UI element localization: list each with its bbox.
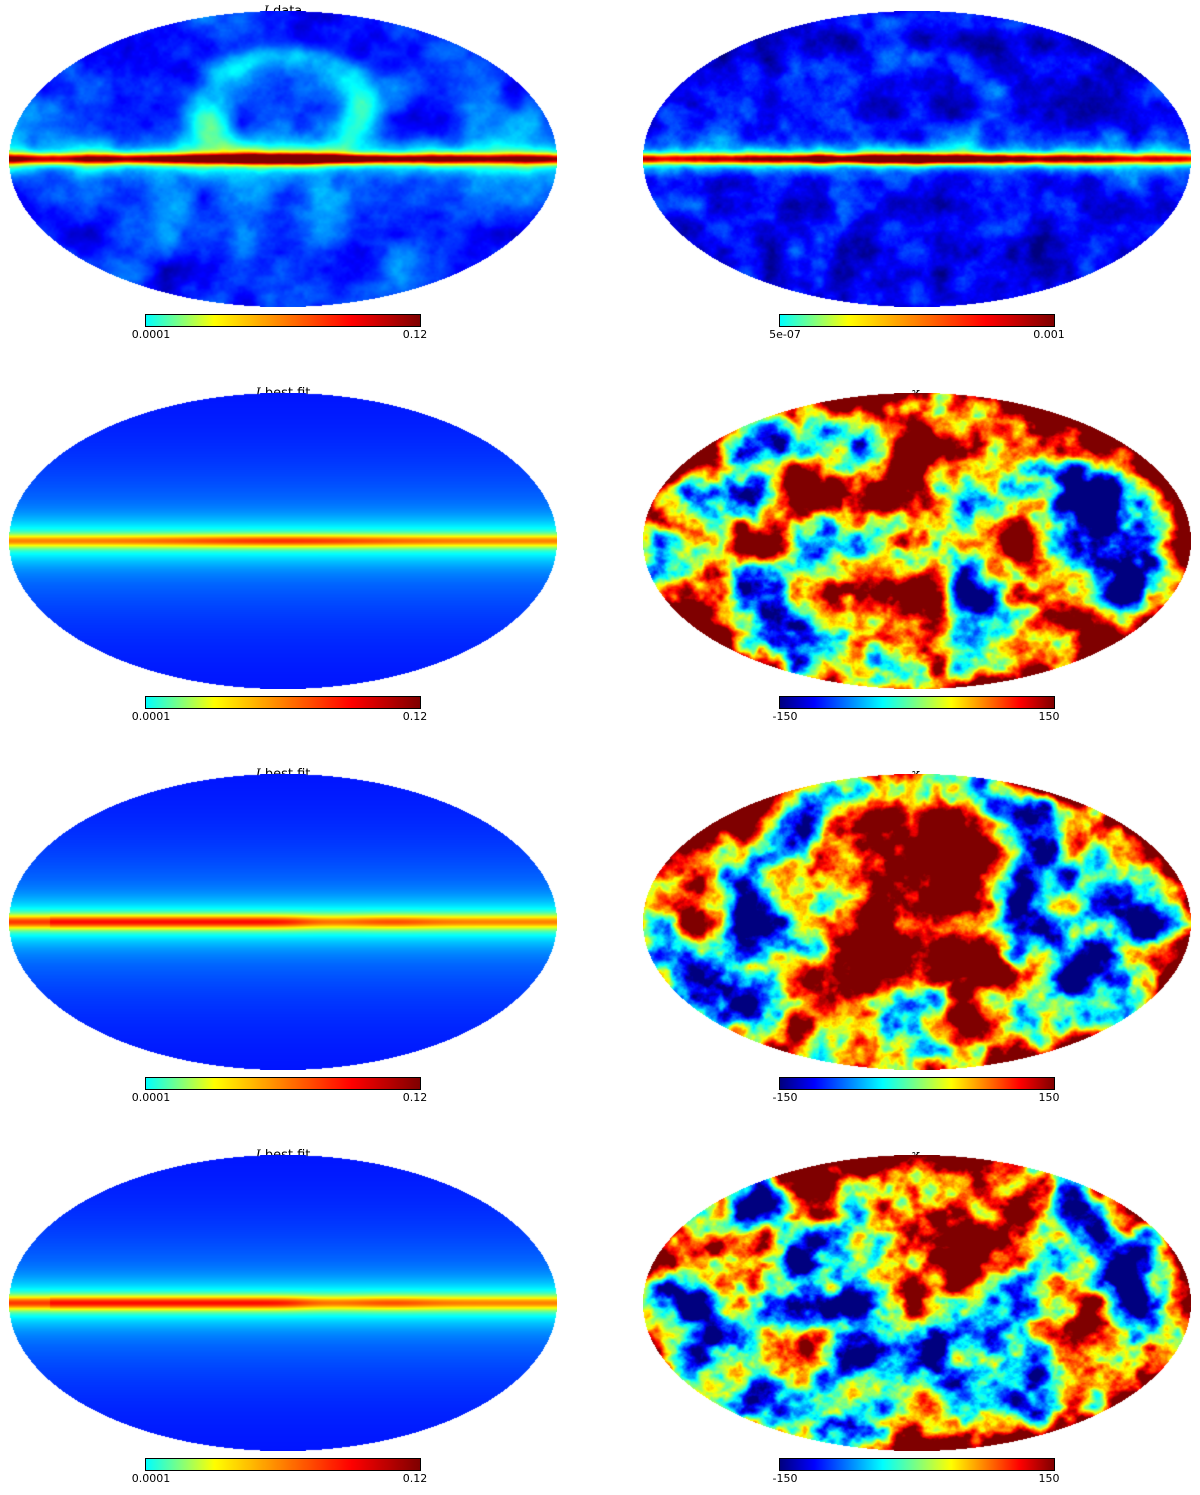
panel-1-1-sky-map (643, 393, 1191, 689)
panel-1-1-colorbar (779, 696, 1055, 709)
panel-0-0-sky-map (9, 11, 557, 307)
panel-3-0-colorbar (145, 1458, 421, 1471)
panel-1-0-colorbar-min-label: 0.0001 (131, 710, 171, 723)
panel-2-1-colorbar-min-label: -150 (772, 1091, 798, 1104)
panel-2-1-colorbar-max-label: 150 (1038, 1091, 1060, 1104)
panel-3-1-sky-map (643, 1155, 1191, 1451)
panel-3-0-sky-map (9, 1155, 557, 1451)
panel-1-0-colorbar (145, 696, 421, 709)
panel-3-1-colorbar-max-label: 150 (1038, 1472, 1060, 1485)
panel-1-0-sky-map (9, 393, 557, 689)
panel-2-0-colorbar (145, 1077, 421, 1090)
panel-0-0-colorbar-min-label: 0.0001 (131, 328, 171, 341)
panel-2-1-sky-map (643, 774, 1191, 1070)
panel-0-1-colorbar-min-label: 5e-07 (769, 328, 801, 341)
panel-0-0-colorbar-max-label: 0.12 (402, 328, 428, 341)
panel-1-1-colorbar-min-label: -150 (772, 710, 798, 723)
panel-2-0-sky-map (9, 774, 557, 1070)
panel-3-0-colorbar-max-label: 0.12 (402, 1472, 428, 1485)
panel-0-1-colorbar-max-label: 0.001 (1033, 328, 1065, 341)
panel-0-1-sky-map (643, 11, 1191, 307)
panel-3-1-colorbar (779, 1458, 1055, 1471)
panel-3-1-colorbar-min-label: -150 (772, 1472, 798, 1485)
panel-1-0-colorbar-max-label: 0.12 (402, 710, 428, 723)
panel-2-1-colorbar (779, 1077, 1055, 1090)
panel-1-1-colorbar-max-label: 150 (1038, 710, 1060, 723)
panel-0-1-colorbar (779, 314, 1055, 327)
panel-2-0-colorbar-max-label: 0.12 (402, 1091, 428, 1104)
panel-2-0-colorbar-min-label: 0.0001 (131, 1091, 171, 1104)
panel-3-0-colorbar-min-label: 0.0001 (131, 1472, 171, 1485)
panel-0-0-colorbar (145, 314, 421, 327)
